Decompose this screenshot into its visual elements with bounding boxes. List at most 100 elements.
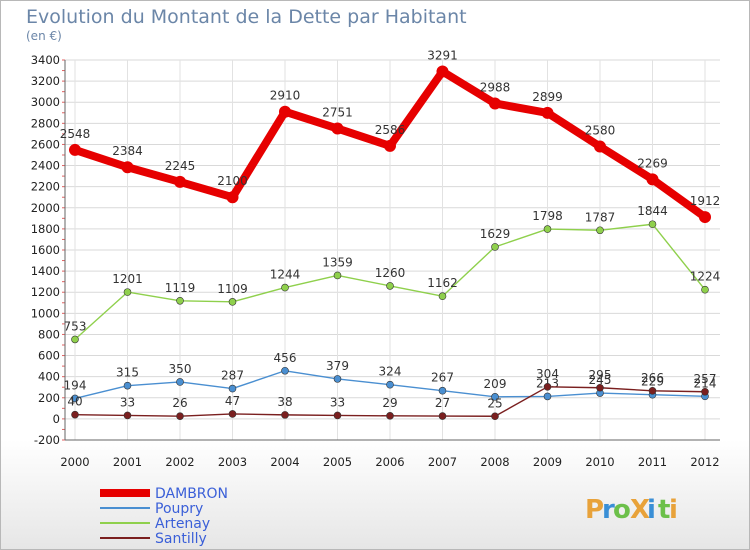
data-point: [541, 106, 554, 119]
data-point: [384, 139, 396, 152]
data-point: [228, 410, 237, 418]
data-label: 214: [694, 376, 717, 390]
data-label: 26: [172, 396, 187, 410]
data-label: 257: [694, 372, 717, 386]
data-point: [226, 191, 239, 204]
data-point: [701, 285, 709, 294]
x-tick-label: 2012: [690, 455, 719, 469]
data-point: [596, 383, 604, 392]
data-point: [174, 175, 186, 188]
data-label: 1359: [322, 255, 353, 269]
data-label: 295: [589, 368, 612, 382]
y-tick-label: 3000: [31, 95, 60, 109]
data-point: [438, 412, 447, 420]
data-point: [279, 105, 291, 118]
series-poupry: 194315350287456379324267209213245229214: [64, 351, 717, 403]
brand-letter: o: [613, 495, 631, 525]
brand-letter: X: [630, 495, 650, 525]
series-dambron: 2548 2384 2245 2100 2910 2751 2586 3291 2988 2899…: [60, 49, 721, 224]
x-tick-label: 2002: [165, 455, 194, 469]
data-label: 1201: [112, 272, 143, 286]
x-tick-label: 2003: [218, 455, 247, 469]
data-label: 2269: [637, 156, 668, 170]
chart-title: Evolution du Montant de la Dette par Hab…: [26, 6, 467, 28]
chart-subtitle: (en €): [26, 29, 62, 43]
data-point: [176, 378, 184, 386]
data-label: 1798: [532, 209, 563, 223]
data-point: [228, 384, 237, 393]
legend-label: Santilly: [155, 531, 207, 547]
data-point: [386, 282, 394, 290]
data-label: 753: [64, 319, 87, 333]
brand-letter: i: [669, 495, 678, 525]
data-label: 1109: [217, 282, 248, 296]
data-label: 2586: [375, 123, 406, 137]
data-point: [543, 382, 552, 391]
data-point: [228, 298, 237, 306]
data-point: [281, 366, 289, 375]
data-label: 2384: [112, 144, 143, 158]
data-label: 33: [330, 395, 345, 409]
data-label: 1260: [375, 266, 406, 280]
data-label: 3291: [427, 49, 458, 63]
brand-letter: r: [602, 495, 615, 525]
y-tick-label: 600: [38, 349, 60, 363]
data-label: 2245: [165, 159, 196, 173]
x-tick-label: 2001: [113, 455, 142, 469]
data-point: [594, 140, 606, 153]
y-tick-label: 2600: [31, 137, 60, 151]
y-tick-label: 200: [38, 391, 60, 405]
x-tick-label: 2007: [428, 455, 457, 469]
data-label: 1912: [690, 194, 721, 208]
data-label: 1844: [637, 204, 668, 218]
data-label: 27: [435, 396, 450, 410]
data-point: [123, 411, 132, 420]
data-label: 304: [536, 367, 559, 381]
data-label: 194: [64, 378, 87, 392]
y-tick-label: 3200: [31, 74, 60, 88]
x-tick-label: 2011: [638, 455, 667, 469]
data-label: 25: [487, 396, 502, 410]
data-label: 266: [641, 371, 664, 385]
data-label: 1224: [690, 270, 721, 284]
y-tick-label: 2400: [31, 159, 60, 173]
x-tick-label: 2000: [60, 455, 89, 469]
data-point: [646, 173, 659, 186]
data-point: [333, 411, 342, 420]
data-point: [333, 271, 342, 280]
y-tick-label: 400: [38, 370, 60, 384]
data-label: 29: [382, 396, 397, 410]
y-tick-label: 2800: [31, 116, 60, 130]
data-point: [176, 412, 184, 420]
data-label: 2751: [322, 106, 353, 120]
data-label: 315: [116, 366, 139, 380]
data-point: [491, 412, 499, 421]
data-point: [386, 412, 394, 420]
y-tick-label: 3400: [31, 53, 60, 67]
data-point: [71, 410, 79, 419]
data-label: 267: [431, 371, 454, 385]
data-point: [543, 392, 552, 401]
data-label: 1629: [480, 227, 511, 241]
data-label: 2548: [60, 127, 91, 141]
data-point: [281, 283, 289, 292]
y-tick-label: 1400: [31, 264, 60, 278]
y-tick-label: 1800: [31, 222, 60, 236]
axes: -200 0 200 400 600 800 1000 1200 1400 1600 1800 200…: [31, 53, 720, 469]
data-label: 40: [67, 395, 82, 409]
data-point: [123, 381, 132, 390]
data-point: [333, 375, 342, 383]
data-point: [438, 292, 447, 301]
data-label: 350: [169, 362, 192, 376]
y-tick-label: 2200: [31, 180, 60, 194]
data-label: 324: [379, 365, 402, 379]
data-point: [121, 161, 134, 174]
legend-label: Artenay: [155, 516, 210, 532]
data-point: [71, 335, 79, 344]
data-label: 2580: [585, 124, 616, 138]
x-tick-label: 2005: [323, 455, 352, 469]
data-label: 33: [120, 395, 135, 409]
